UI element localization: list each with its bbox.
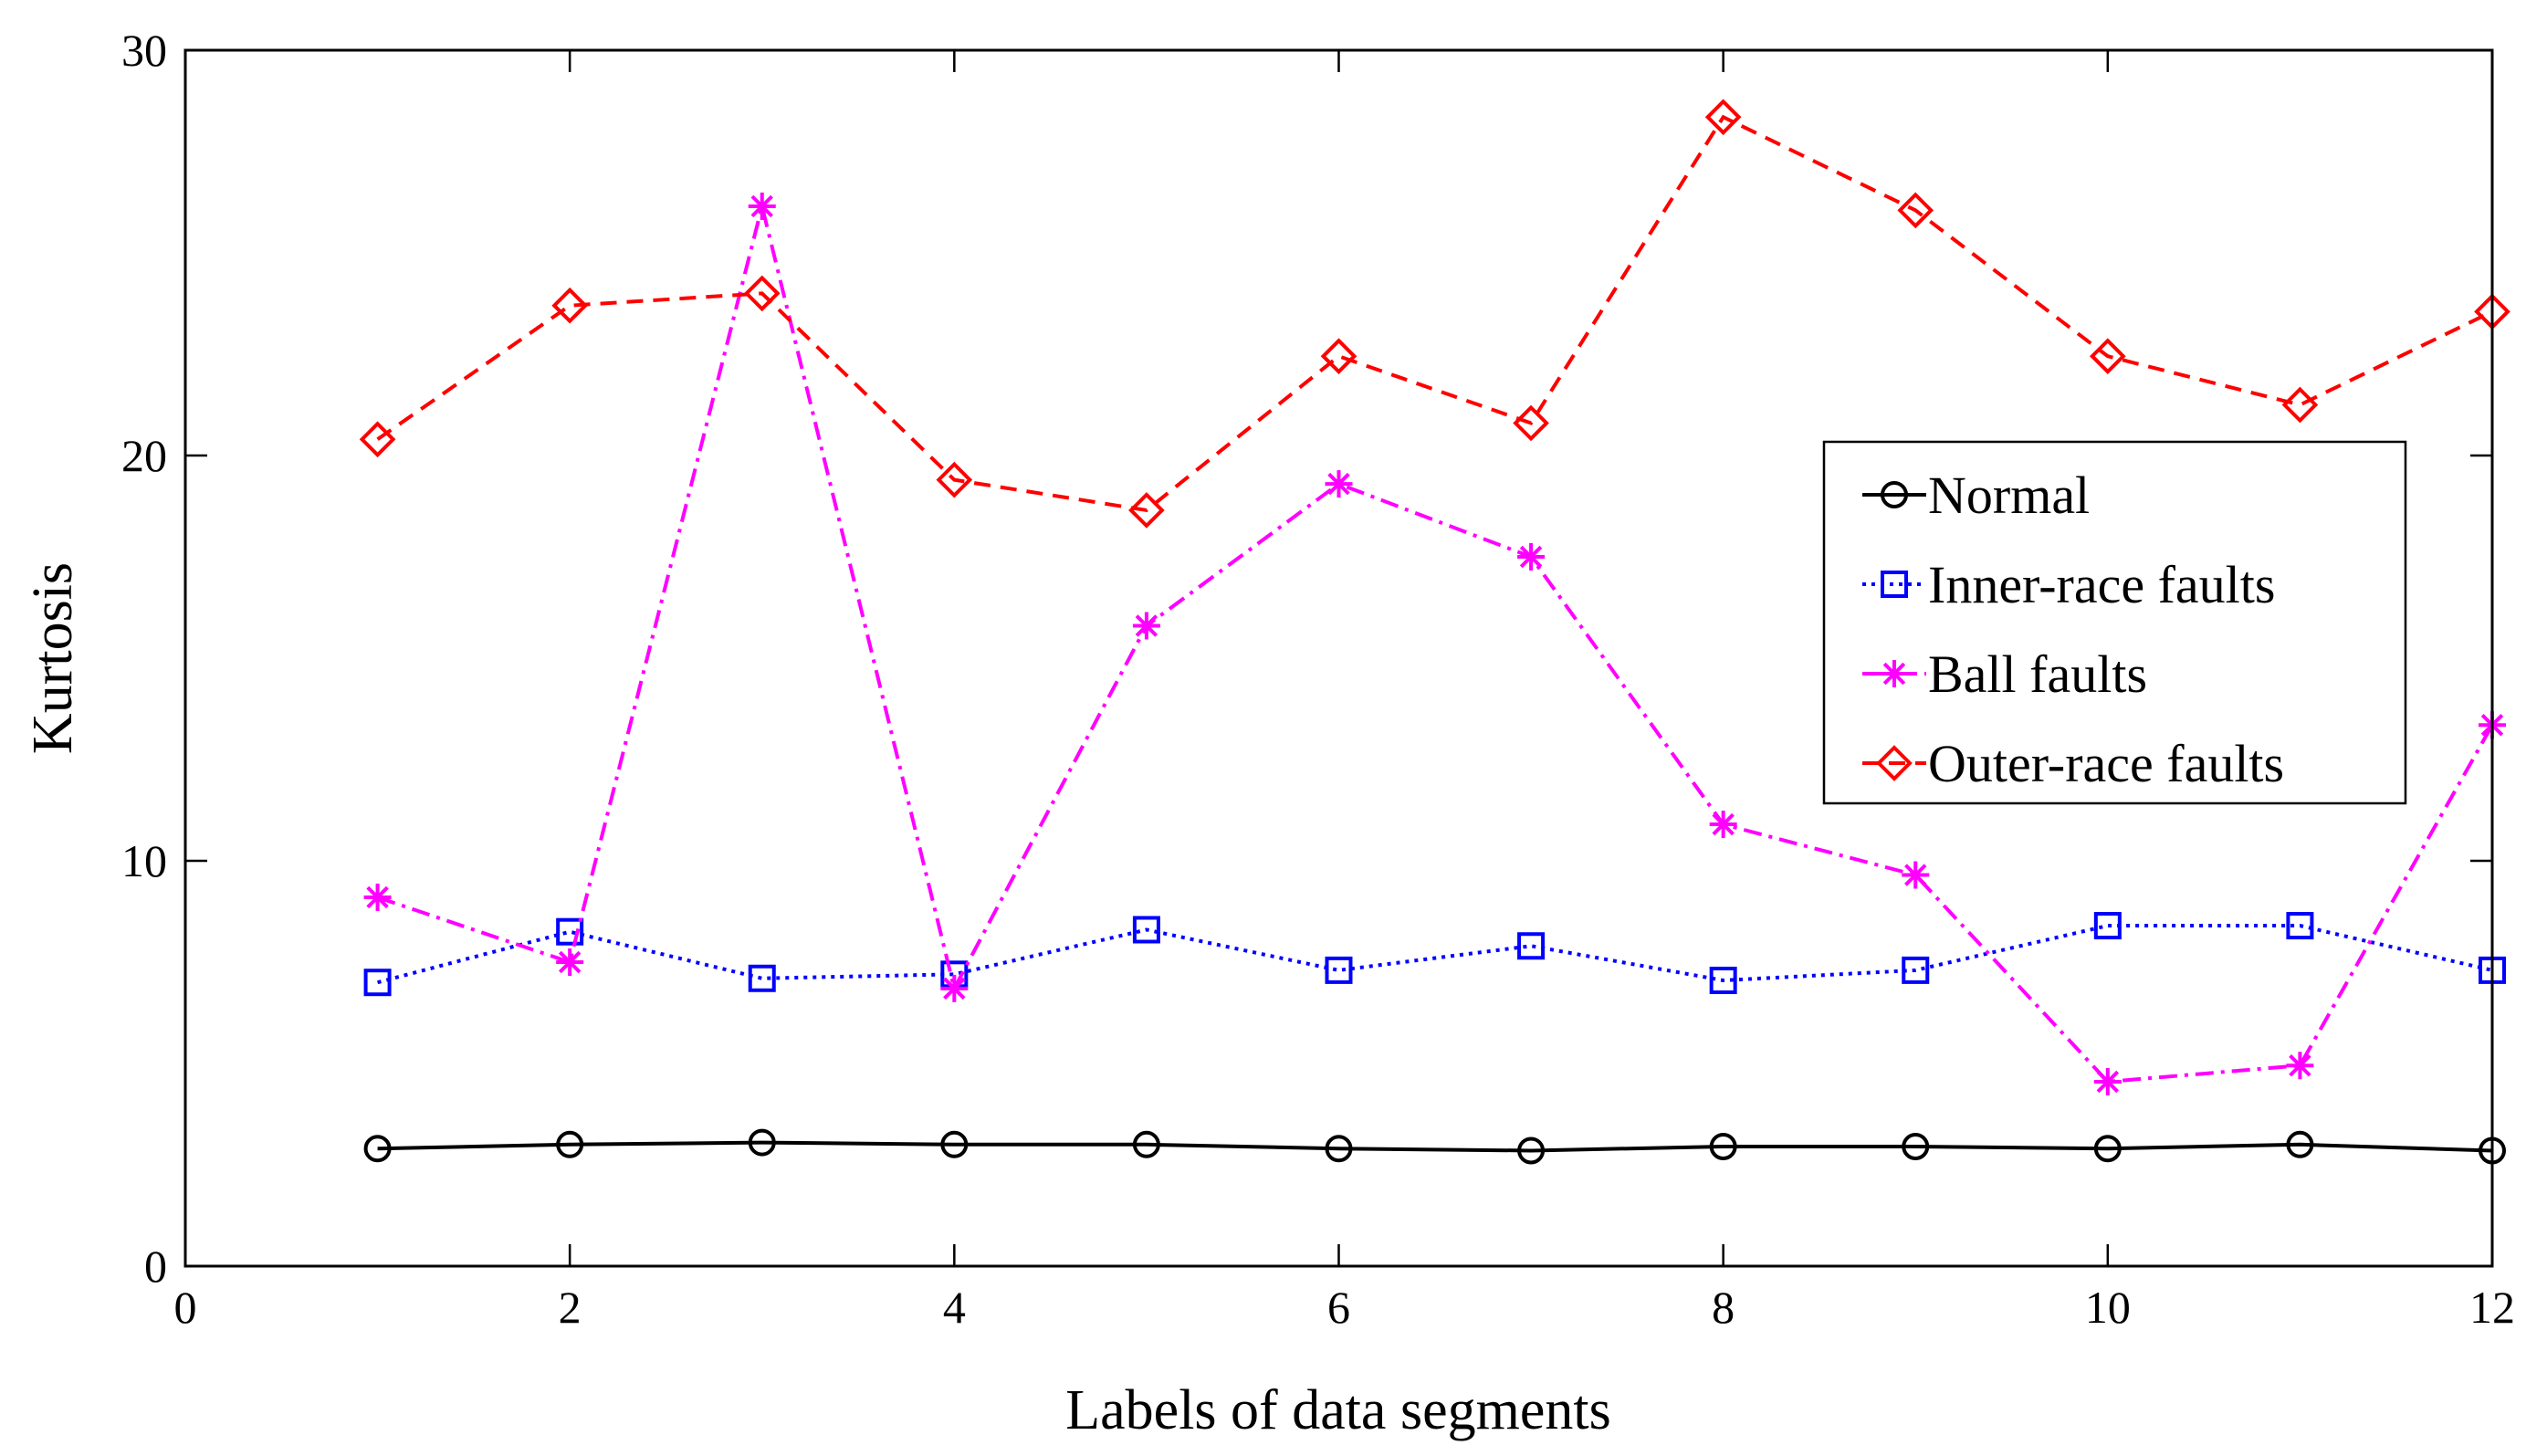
data-point-ball-faults bbox=[363, 883, 392, 911]
y-tick-label: 20 bbox=[121, 430, 167, 481]
data-point-normal bbox=[2093, 1135, 2122, 1163]
data-point-inner-race-faults bbox=[1709, 966, 1737, 994]
series-line-inner-race-faults bbox=[377, 924, 2493, 985]
ticks-layer: 0 2 4 6 8 10 12 0 10 20 30 bbox=[121, 25, 2515, 1333]
legend-marker bbox=[1876, 745, 1913, 781]
y-tick-label: 10 bbox=[121, 835, 167, 886]
data-point-outer-race-faults bbox=[936, 461, 973, 498]
data-point-inner-race-faults bbox=[363, 969, 392, 997]
legend-label: Ball faults bbox=[1928, 644, 2147, 704]
data-point-outer-race-faults bbox=[1128, 492, 1165, 529]
legend-marker bbox=[1881, 660, 1908, 687]
data-point-normal bbox=[363, 1135, 392, 1163]
data-point-outer-race-faults bbox=[551, 287, 588, 324]
legend-box bbox=[1822, 440, 2407, 805]
legend-item: Outer-race faults bbox=[1862, 734, 2284, 793]
x-tick-label: 4 bbox=[943, 1282, 966, 1333]
data-point-normal bbox=[1325, 1135, 1353, 1163]
x-tick-label: 2 bbox=[559, 1282, 582, 1333]
series-line-normal bbox=[377, 1140, 2493, 1153]
data-point-normal bbox=[748, 1128, 776, 1157]
legend-label: Normal bbox=[1928, 466, 2090, 525]
legend-marker bbox=[1881, 571, 1908, 598]
y-axis-title: Kurtosis bbox=[22, 562, 84, 754]
data-point-normal bbox=[1517, 1137, 1546, 1165]
data-point-inner-race-faults bbox=[748, 964, 776, 992]
x-tick-label: 8 bbox=[1712, 1282, 1735, 1333]
y-tick-label: 0 bbox=[144, 1241, 167, 1292]
data-point-normal bbox=[556, 1130, 584, 1158]
data-point-ball-faults bbox=[748, 192, 776, 220]
series-inner-race-faults bbox=[363, 912, 2506, 997]
x-tick-label: 0 bbox=[174, 1282, 197, 1333]
series-normal bbox=[363, 1128, 2506, 1165]
series-layer bbox=[359, 99, 2510, 1165]
data-point-outer-race-faults bbox=[1897, 192, 1934, 229]
data-point-normal bbox=[1902, 1133, 1930, 1161]
data-point-outer-race-faults bbox=[743, 275, 781, 312]
data-point-ball-faults bbox=[1709, 811, 1737, 839]
data-point-ball-faults bbox=[2286, 1052, 2314, 1080]
data-point-normal bbox=[1132, 1130, 1160, 1158]
legend-item: Normal bbox=[1862, 466, 2090, 525]
x-axis-title: Labels of data segments bbox=[1065, 1379, 1610, 1441]
data-point-ball-faults bbox=[1132, 612, 1160, 640]
data-point-inner-race-faults bbox=[2093, 912, 2122, 940]
data-point-outer-race-faults bbox=[2281, 386, 2319, 424]
data-point-ball-faults bbox=[1517, 543, 1546, 571]
data-point-normal bbox=[940, 1130, 969, 1158]
data-point-outer-race-faults bbox=[1513, 404, 1549, 442]
data-point-normal bbox=[1709, 1133, 1737, 1161]
data-point-inner-race-faults bbox=[556, 917, 584, 946]
x-tick-label: 6 bbox=[1327, 1282, 1350, 1333]
data-point-outer-race-faults bbox=[359, 421, 396, 458]
data-point-inner-race-faults bbox=[2286, 912, 2314, 940]
legend: Normal Inner-race faults Ball faults Outer-… bbox=[1822, 440, 2407, 805]
data-point-outer-race-faults bbox=[1704, 99, 1742, 136]
data-point-ball-faults bbox=[556, 948, 584, 976]
data-point-ball-faults bbox=[1902, 861, 1930, 889]
data-point-outer-race-faults bbox=[2090, 338, 2126, 375]
x-tick-label: 10 bbox=[2085, 1282, 2131, 1333]
legend-item: Ball faults bbox=[1862, 644, 2147, 704]
data-point-inner-race-faults bbox=[1132, 916, 1160, 944]
data-point-ball-faults bbox=[2093, 1067, 2122, 1095]
data-point-ball-faults bbox=[1325, 470, 1353, 498]
legend-marker bbox=[1881, 481, 1908, 508]
data-point-inner-race-faults bbox=[1902, 956, 1930, 984]
data-point-outer-race-faults bbox=[1320, 338, 1357, 375]
data-point-normal bbox=[2286, 1130, 2314, 1158]
y-tick-label: 30 bbox=[121, 25, 167, 76]
legend-label: Inner-race faults bbox=[1928, 555, 2275, 614]
series-line-ball-faults bbox=[376, 205, 2494, 1084]
data-point-ball-faults bbox=[940, 974, 969, 1002]
data-point-inner-race-faults bbox=[1325, 956, 1353, 984]
x-tick-label: 12 bbox=[2469, 1282, 2515, 1333]
legend-item: Inner-race faults bbox=[1862, 555, 2275, 614]
data-point-inner-race-faults bbox=[1517, 932, 1546, 960]
series-ball-faults bbox=[363, 192, 2506, 1095]
legend-label: Outer-race faults bbox=[1928, 734, 2284, 793]
